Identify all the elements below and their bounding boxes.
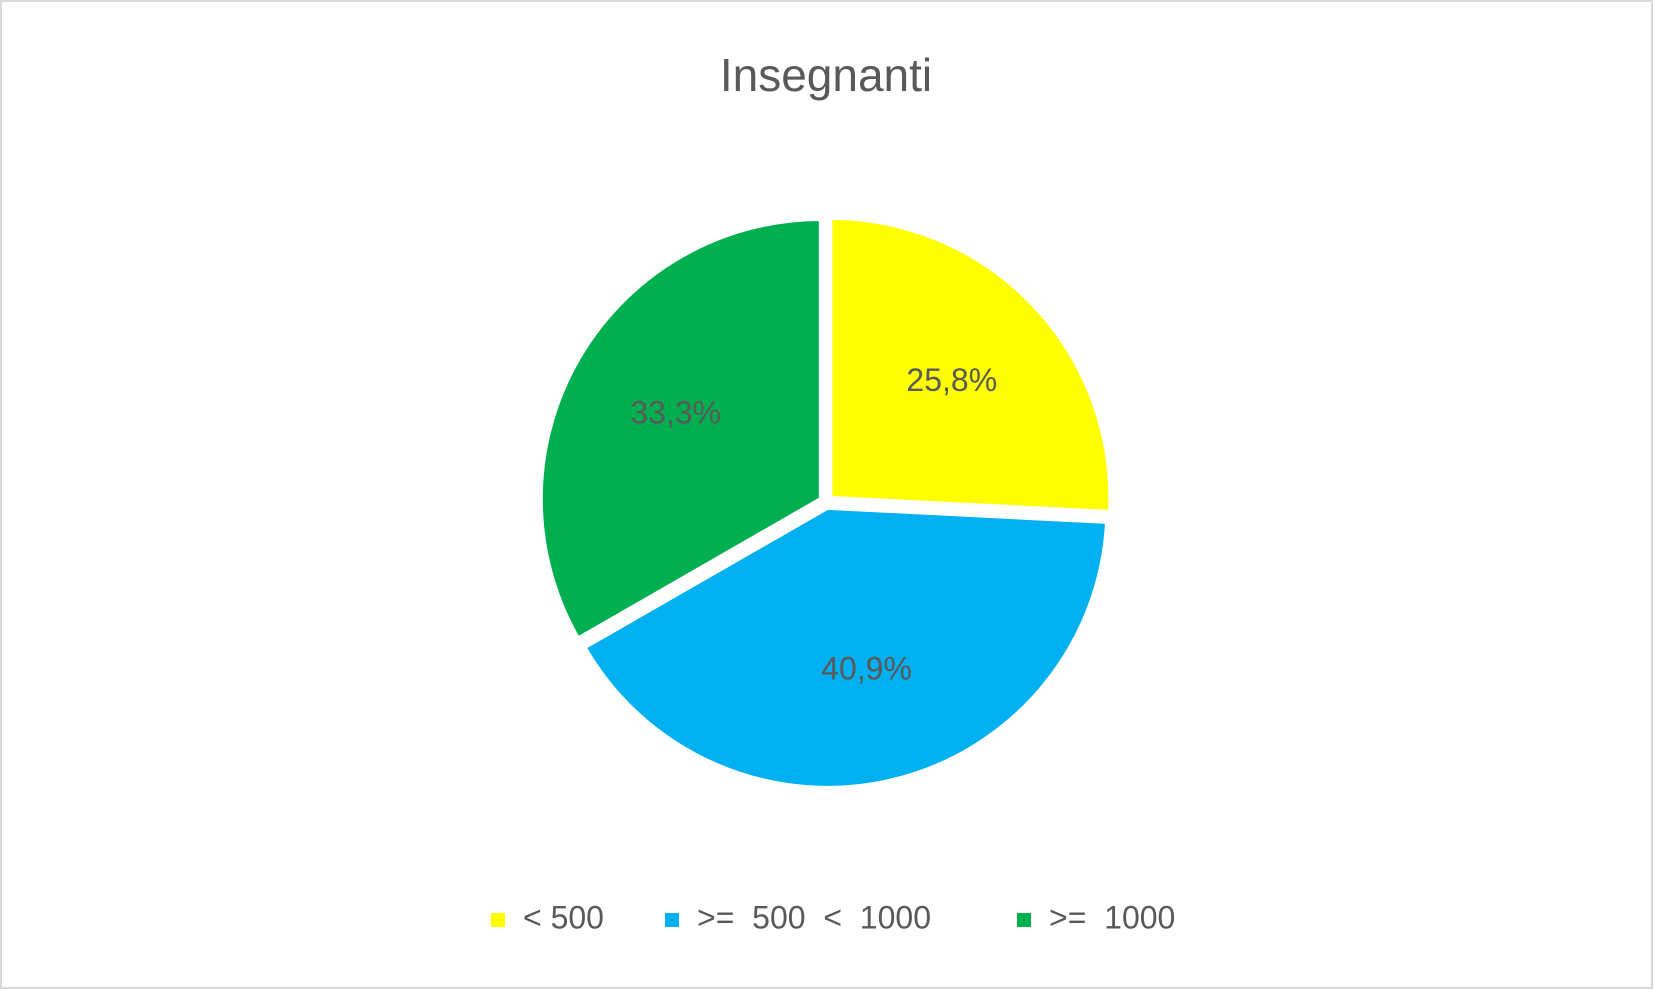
legend-label: < 500 bbox=[523, 899, 604, 935]
data-label: 40,9% bbox=[821, 650, 912, 686]
legend-label: >= 1000 bbox=[1049, 899, 1175, 935]
data-label: 25,8% bbox=[906, 362, 997, 398]
data-label: 33,3% bbox=[630, 394, 721, 430]
chart-title: Insegnanti bbox=[720, 49, 932, 101]
legend-label: >= 500 < 1000 bbox=[697, 899, 931, 935]
legend-swatch bbox=[665, 913, 679, 927]
pie-slice bbox=[828, 215, 1113, 515]
legend-swatch bbox=[491, 913, 505, 927]
pie-slice bbox=[581, 505, 1110, 790]
pie-slice bbox=[538, 216, 823, 642]
legend-swatch bbox=[1017, 913, 1031, 927]
